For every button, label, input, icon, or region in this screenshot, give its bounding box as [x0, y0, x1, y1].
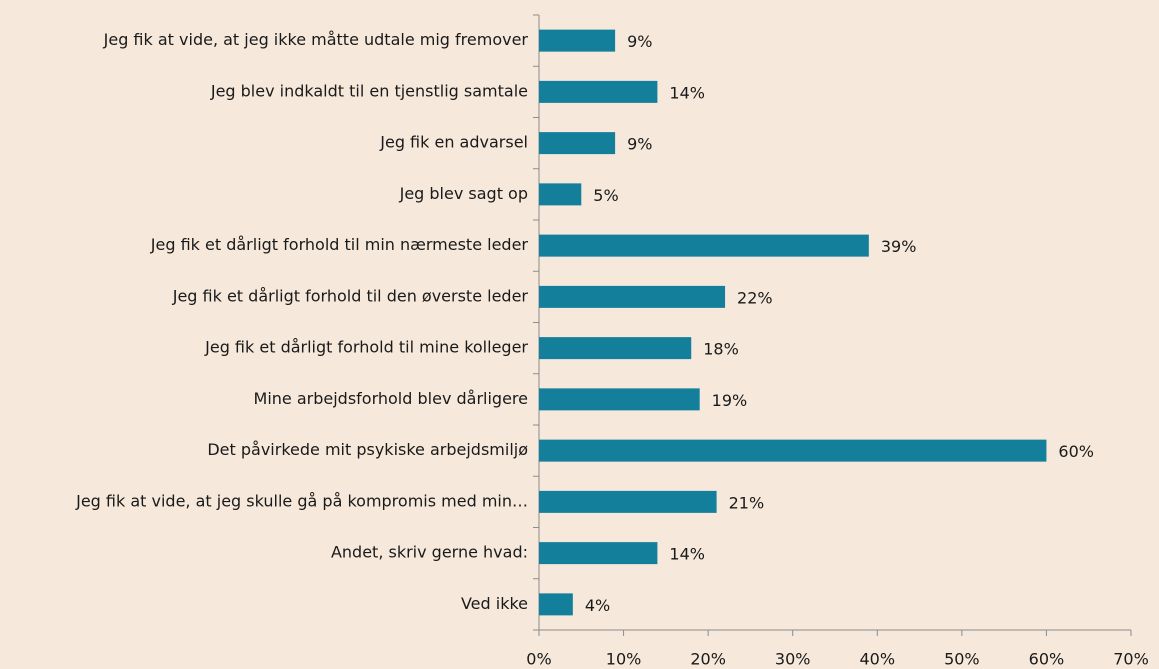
category-label: Det påvirkede mit psykiske arbejdsmiljø: [207, 440, 528, 459]
category-label: Jeg fik en advarsel: [379, 133, 528, 152]
value-label: 60%: [1058, 442, 1094, 461]
category-label: Jeg fik et dårligt forhold til den øvers…: [172, 286, 529, 305]
bar: [539, 439, 1047, 462]
bar: [539, 542, 658, 565]
value-label: 39%: [881, 237, 917, 256]
value-label: 19%: [712, 391, 748, 410]
x-tick-label: 10%: [606, 650, 642, 669]
category-label: Jeg blev sagt op: [399, 184, 528, 203]
x-tick-label: 50%: [944, 650, 980, 669]
bar: [539, 285, 726, 308]
bar: [539, 388, 700, 411]
value-label: 21%: [729, 493, 765, 512]
category-label: Jeg blev indkaldt til en tjenstlig samta…: [210, 81, 528, 100]
value-label: 4%: [585, 596, 610, 615]
category-label: Mine arbejdsforhold blev dårligere: [254, 389, 528, 408]
bar: [539, 490, 717, 513]
category-label: Jeg fik at vide, at jeg ikke måtte udtal…: [103, 30, 529, 49]
category-label: Jeg fik at vide, at jeg skulle gå på kom…: [75, 491, 528, 510]
category-label: Ved ikke: [461, 594, 528, 613]
category-label: Andet, skriv gerne hvad:: [331, 543, 528, 562]
bar: [539, 132, 616, 155]
x-tick-label: 20%: [690, 650, 726, 669]
x-tick-label: 70%: [1113, 650, 1149, 669]
x-tick-label: 30%: [775, 650, 811, 669]
bar: [539, 593, 573, 616]
category-label: Jeg fik et dårligt forhold til mine koll…: [204, 338, 528, 357]
value-label: 14%: [669, 83, 705, 102]
value-label: 14%: [669, 545, 705, 564]
value-label: 22%: [737, 288, 773, 307]
value-label: 9%: [627, 135, 652, 154]
bar: [539, 29, 616, 52]
value-label: 9%: [627, 32, 652, 51]
x-tick-label: 0%: [526, 650, 551, 669]
value-label: 18%: [703, 340, 739, 359]
bar: [539, 337, 692, 360]
category-label: Jeg fik et dårligt forhold til min nærme…: [150, 235, 529, 254]
x-tick-label: 60%: [1029, 650, 1065, 669]
bar: [539, 234, 869, 257]
value-label: 5%: [593, 186, 618, 205]
bar: [539, 80, 658, 103]
bar: [539, 183, 582, 206]
x-tick-label: 40%: [860, 650, 896, 669]
